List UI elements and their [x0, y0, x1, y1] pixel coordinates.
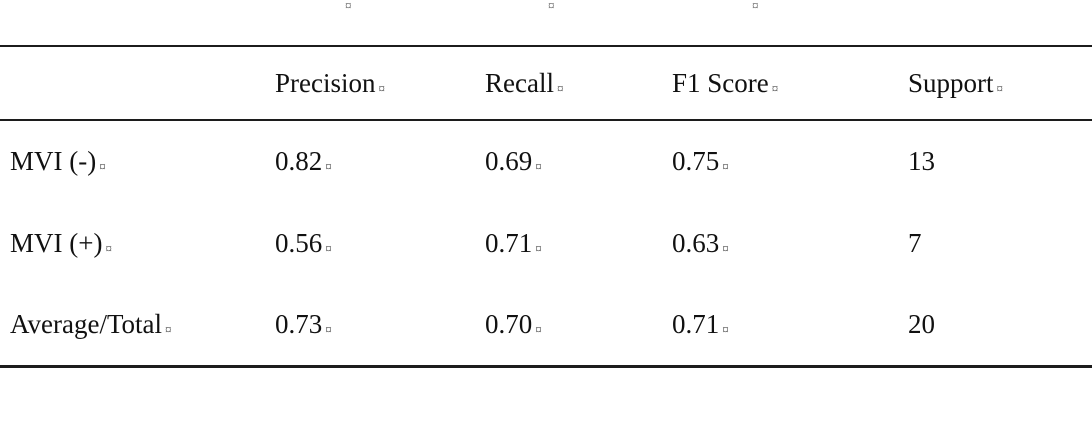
cell-value: 0.82 — [275, 146, 323, 176]
cell-value: 0.71 — [672, 308, 720, 339]
f1-score-cell: 0.71 ¤ — [672, 284, 908, 366]
formatting-mark-icon: ¤ — [996, 80, 1004, 96]
formatting-mark-icon: ¤ — [345, 0, 352, 13]
header-cell-precision: Precision ¤ — [275, 46, 485, 120]
cell-value: 13 — [908, 146, 935, 176]
f1-score-cell: 0.75 ¤ — [672, 120, 908, 202]
recall-cell: 0.69 ¤ — [485, 120, 672, 202]
formatting-mark-icon: ¤ — [548, 0, 555, 13]
support-cell: 7 — [908, 202, 1092, 284]
formatting-mark-icon: ¤ — [556, 80, 564, 96]
precision-cell: 0.82 ¤ — [275, 120, 485, 202]
row-label-cell: MVI (-) ¤ — [0, 120, 275, 202]
recall-cell: 0.71 ¤ — [485, 202, 672, 284]
header-cell-recall: Recall ¤ — [485, 46, 672, 120]
formatting-mark-icon: ¤ — [535, 159, 542, 174]
cell-value: 0.75 — [672, 146, 720, 176]
table-row: MVI (-) ¤ 0.82 ¤ 0.69 ¤ 0.75 ¤ 13 — [0, 120, 1092, 202]
formatting-mark-icon: ¤ — [325, 240, 332, 256]
cell-value: 0.71 — [485, 227, 533, 258]
table-row: Average/Total ¤ 0.73 ¤ 0.70 ¤ 0.71 ¤ 20 — [0, 284, 1092, 366]
row-label: Average/Total — [10, 308, 163, 339]
header-label: F1 Score — [672, 67, 769, 98]
formatting-mark-icon: ¤ — [325, 159, 332, 174]
formatting-mark-icon: ¤ — [722, 321, 729, 337]
metrics-table: Precision ¤ Recall ¤ F1 Score ¤ Support ¤ MV… — [0, 45, 1092, 368]
table-body: MVI (-) ¤ 0.82 ¤ 0.69 ¤ 0.75 ¤ 13 MVI (+) ¤ — [0, 120, 1092, 366]
header-label: Recall — [485, 67, 554, 98]
table-header: Precision ¤ Recall ¤ F1 Score ¤ Support ¤ — [0, 46, 1092, 120]
cell-value: 20 — [908, 308, 935, 339]
formatting-mark-icon: ¤ — [722, 159, 729, 174]
table-row: MVI (+) ¤ 0.56 ¤ 0.71 ¤ 0.63 ¤ 7 — [0, 202, 1092, 284]
header-cell-f1-score: F1 Score ¤ — [672, 46, 908, 120]
cell-value: 0.73 — [275, 308, 323, 339]
cell-value: 0.63 — [672, 227, 720, 258]
row-label-cell: MVI (+) ¤ — [0, 202, 275, 284]
header-cell-empty — [0, 46, 275, 120]
formatting-mark-icon: ¤ — [752, 0, 759, 13]
header-row: Precision ¤ Recall ¤ F1 Score ¤ Support ¤ — [0, 46, 1092, 120]
row-label: MVI (-) — [10, 146, 97, 176]
row-label-cell: Average/Total ¤ — [0, 284, 275, 366]
header-cell-support: Support ¤ — [908, 46, 1092, 120]
formatting-mark-icon: ¤ — [325, 321, 332, 337]
cell-value: 0.69 — [485, 146, 533, 176]
cell-value: 0.56 — [275, 227, 323, 258]
support-cell: 20 — [908, 284, 1092, 366]
formatting-mark-icon: ¤ — [165, 321, 172, 337]
formatting-mark-icon: ¤ — [535, 321, 542, 337]
precision-cell: 0.73 ¤ — [275, 284, 485, 366]
f1-score-cell: 0.63 ¤ — [672, 202, 908, 284]
formatting-mark-icon: ¤ — [535, 240, 542, 256]
formatting-mark-icon: ¤ — [99, 159, 106, 174]
cell-value: 7 — [908, 227, 922, 258]
recall-cell: 0.70 ¤ — [485, 284, 672, 366]
header-label: Precision — [275, 67, 376, 98]
cell-value: 0.70 — [485, 308, 533, 339]
support-cell: 13 — [908, 120, 1092, 202]
header-label: Support — [908, 67, 994, 98]
formatting-mark-icon: ¤ — [722, 240, 729, 256]
formatting-mark-icon: ¤ — [771, 80, 779, 96]
formatting-mark-icon: ¤ — [378, 80, 386, 96]
row-label: MVI (+) — [10, 227, 103, 258]
precision-cell: 0.56 ¤ — [275, 202, 485, 284]
formatting-mark-icon: ¤ — [105, 240, 112, 256]
